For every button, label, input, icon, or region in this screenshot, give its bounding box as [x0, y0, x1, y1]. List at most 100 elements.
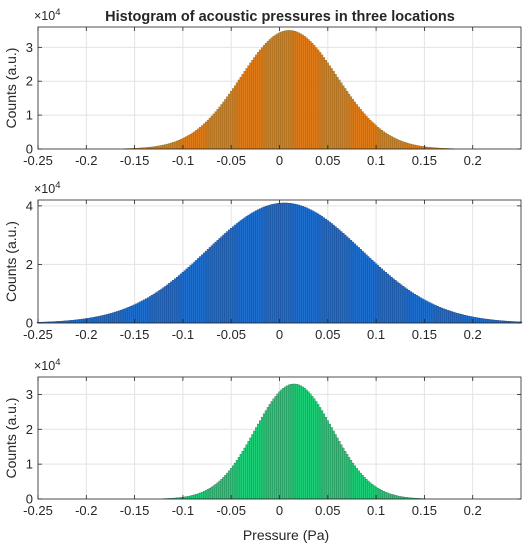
- histogram-bar: [346, 237, 348, 323]
- histogram-bar: [338, 230, 340, 323]
- histogram-bar: [317, 404, 319, 499]
- histogram-bar: [103, 315, 105, 323]
- histogram-bar: [248, 215, 250, 323]
- x-tick-label: -0.1: [172, 327, 194, 342]
- histogram-bar: [369, 258, 371, 323]
- histogram-bar: [180, 274, 182, 323]
- histogram-bar: [211, 116, 213, 149]
- histogram-bar: [462, 315, 464, 323]
- histogram-bar: [138, 303, 140, 323]
- histogram-bar: [381, 490, 383, 499]
- histogram-bar: [271, 38, 273, 149]
- histogram-bar: [381, 269, 383, 323]
- histogram-bar: [159, 146, 161, 149]
- histogram-bar: [300, 206, 302, 323]
- histogram-bar: [394, 138, 396, 149]
- histogram-bar: [192, 264, 194, 323]
- histogram-bar: [253, 57, 255, 149]
- histogram-bar: [221, 479, 223, 499]
- histogram-bar: [454, 313, 456, 323]
- histogram-bar: [350, 460, 352, 499]
- histogram-bar: [224, 475, 226, 499]
- histogram-bar: [226, 473, 228, 499]
- histogram-bar: [248, 66, 250, 149]
- histogram-bar: [383, 491, 385, 499]
- histogram-bar: [122, 309, 124, 323]
- histogram-bar: [404, 142, 406, 149]
- histogram-bar: [304, 207, 306, 323]
- histogram-bar: [352, 463, 354, 499]
- histogram-bar: [259, 209, 261, 323]
- histogram-bar: [460, 314, 462, 323]
- histogram-bar: [192, 133, 194, 149]
- chart-title: Histogram of acoustic pressures in three…: [105, 9, 455, 25]
- histogram-bar: [373, 124, 375, 149]
- histogram-bar: [199, 127, 201, 149]
- histogram-bar: [485, 319, 487, 323]
- histogram-bar: [311, 396, 313, 499]
- histogram-bar: [325, 417, 327, 499]
- histogram-bar: [431, 304, 433, 323]
- histogram-bar: [391, 136, 393, 149]
- histogram-bar: [336, 438, 338, 499]
- histogram-bar: [385, 133, 387, 149]
- y-exponent-label: ×104: [34, 7, 61, 23]
- histogram-bar: [232, 88, 234, 149]
- histogram-bar: [284, 31, 286, 149]
- histogram-bar: [302, 206, 304, 323]
- histogram-bar: [348, 94, 350, 149]
- histogram-bar: [354, 466, 356, 499]
- histogram-bar: [170, 143, 172, 149]
- histogram-bar: [74, 320, 76, 323]
- histogram-bar: [387, 274, 389, 323]
- histogram-bar: [335, 74, 337, 149]
- histogram-bar: [128, 307, 130, 323]
- histogram-bar: [325, 60, 327, 149]
- histogram-bar: [302, 387, 304, 499]
- histogram-bar: [364, 114, 366, 149]
- histogram-bar: [203, 491, 205, 499]
- histogram-bar: [93, 317, 95, 323]
- histogram-bar: [230, 228, 232, 323]
- histogram-bar: [279, 203, 281, 323]
- histogram-bar: [296, 384, 298, 499]
- histogram-bar: [163, 145, 165, 149]
- histogram-bar: [234, 463, 236, 499]
- histogram-bar: [246, 445, 248, 499]
- histogram-bar: [126, 308, 128, 323]
- histogram-bar: [309, 41, 311, 149]
- histogram-bar: [168, 283, 170, 323]
- histogram-bar: [130, 306, 132, 323]
- histogram-bar: [489, 320, 491, 323]
- histogram-bar: [273, 36, 275, 149]
- histogram-bar: [319, 52, 321, 149]
- histogram-bar: [379, 267, 381, 323]
- histogram-bar: [271, 402, 273, 500]
- histogram-bar: [367, 481, 369, 499]
- histogram-bar: [219, 238, 221, 323]
- histogram-bar: [112, 313, 114, 323]
- histogram-bar: [234, 225, 236, 323]
- histogram-bar: [251, 60, 253, 149]
- x-tick-label: 0: [276, 153, 283, 168]
- histogram-bar: [290, 30, 292, 149]
- histogram-bar: [215, 484, 217, 499]
- x-tick-label: -0.1: [172, 503, 194, 518]
- histogram-bar: [340, 232, 342, 323]
- histogram-bar: [412, 145, 414, 149]
- histogram-bar: [251, 434, 253, 499]
- histogram-bar: [336, 77, 338, 149]
- histogram-bar: [78, 320, 80, 323]
- histogram-bar: [263, 45, 265, 149]
- histogram-bar: [81, 319, 83, 323]
- y-tick-label: 4: [26, 198, 33, 213]
- histogram-bar: [80, 319, 82, 323]
- histogram-bar: [365, 116, 367, 149]
- histogram-bar: [174, 142, 176, 149]
- histogram-bar: [226, 97, 228, 149]
- histogram-bar: [309, 210, 311, 323]
- histogram-bar: [340, 445, 342, 499]
- histogram-bar: [308, 40, 310, 149]
- histogram-bar: [99, 316, 101, 323]
- y-tick-label: 3: [26, 40, 33, 55]
